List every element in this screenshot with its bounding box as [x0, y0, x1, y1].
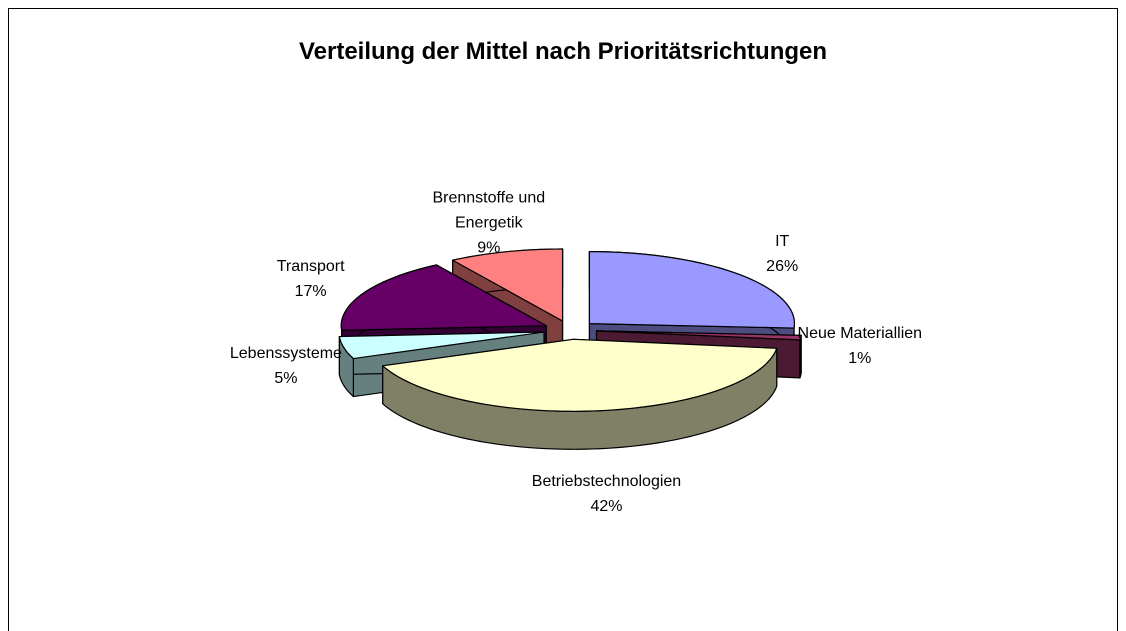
category-label: Neue Materiallien [797, 324, 923, 342]
slice [382, 338, 778, 412]
value-label: 9% [477, 239, 501, 257]
slice [338, 331, 545, 360]
data-label: Betriebstechnologien 42% [531, 469, 681, 519]
category-label: Brennstoffe und Energetik [432, 189, 546, 232]
value-label: 1% [848, 349, 872, 367]
data-label: Brennstoffe und Energetik 9% [414, 185, 564, 260]
data-label: Transport 17% [236, 254, 386, 304]
value-label: 42% [590, 497, 623, 515]
slice [382, 338, 778, 450]
slice [452, 248, 564, 322]
category-label: IT [775, 232, 790, 250]
slice [588, 250, 796, 329]
slice [595, 330, 802, 341]
slice [340, 264, 547, 331]
data-label: IT 26% [707, 229, 857, 279]
value-label: 17% [294, 283, 327, 301]
data-label: Lebenssysteme 5% [211, 341, 361, 391]
chart-title: Verteilung der Mittel nach Prioritätsric… [298, 38, 828, 65]
data-label: Neue Materiallien 1% [785, 321, 935, 371]
value-label: 26% [766, 257, 799, 275]
category-label: Betriebstechnologien [531, 472, 682, 490]
value-label: 5% [274, 369, 298, 387]
category-label: Transport [276, 258, 345, 276]
category-label: Lebenssysteme [229, 344, 342, 362]
